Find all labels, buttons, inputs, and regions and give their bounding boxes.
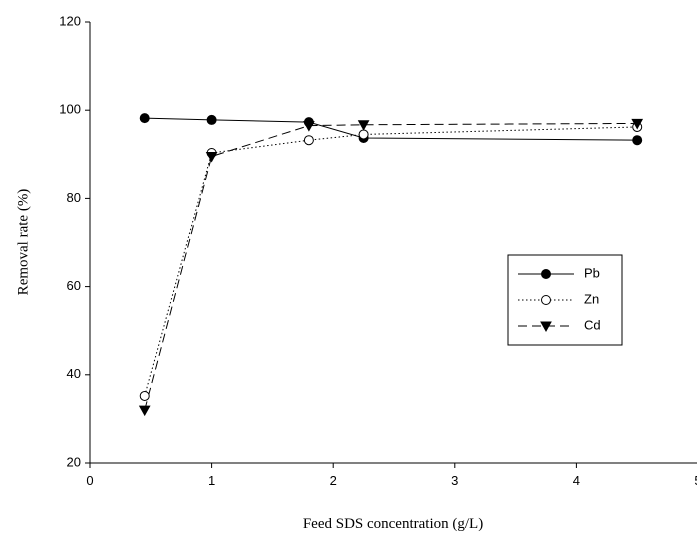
legend-box	[507, 254, 623, 346]
series-line	[144, 126, 638, 397]
y-tick-label: 100	[59, 102, 81, 117]
x-axis-label: Feed SDS concentration (g/L)	[303, 516, 483, 532]
legend-marker	[540, 321, 552, 333]
marker	[205, 152, 218, 163]
marker	[303, 135, 314, 146]
x-tick-label: 5	[694, 473, 697, 488]
legend-marker	[541, 295, 551, 305]
y-tick-label: 60	[67, 278, 81, 293]
legend-marker	[541, 269, 551, 279]
y-tick-label: 80	[67, 190, 81, 205]
marker	[139, 113, 150, 124]
marker	[138, 405, 151, 417]
legend-label: Pb	[584, 265, 600, 280]
marker	[303, 121, 315, 132]
x-tick-label: 2	[330, 473, 337, 488]
y-tick-label: 20	[67, 454, 81, 469]
y-tick-label: 120	[59, 13, 81, 28]
y-axis-label: Removal rate (%)	[15, 189, 31, 296]
x-tick-label: 0	[86, 473, 93, 488]
x-tick-label: 4	[573, 473, 580, 488]
x-tick-label: 1	[208, 473, 215, 488]
legend-label: Cd	[584, 317, 601, 332]
marker	[139, 390, 150, 401]
marker	[358, 129, 369, 140]
legend-label: Zn	[584, 291, 599, 306]
x-tick-label: 3	[451, 473, 458, 488]
marker	[357, 120, 370, 131]
marker	[632, 135, 643, 146]
marker	[206, 114, 217, 125]
y-tick-label: 40	[67, 366, 81, 381]
marker	[631, 118, 644, 130]
